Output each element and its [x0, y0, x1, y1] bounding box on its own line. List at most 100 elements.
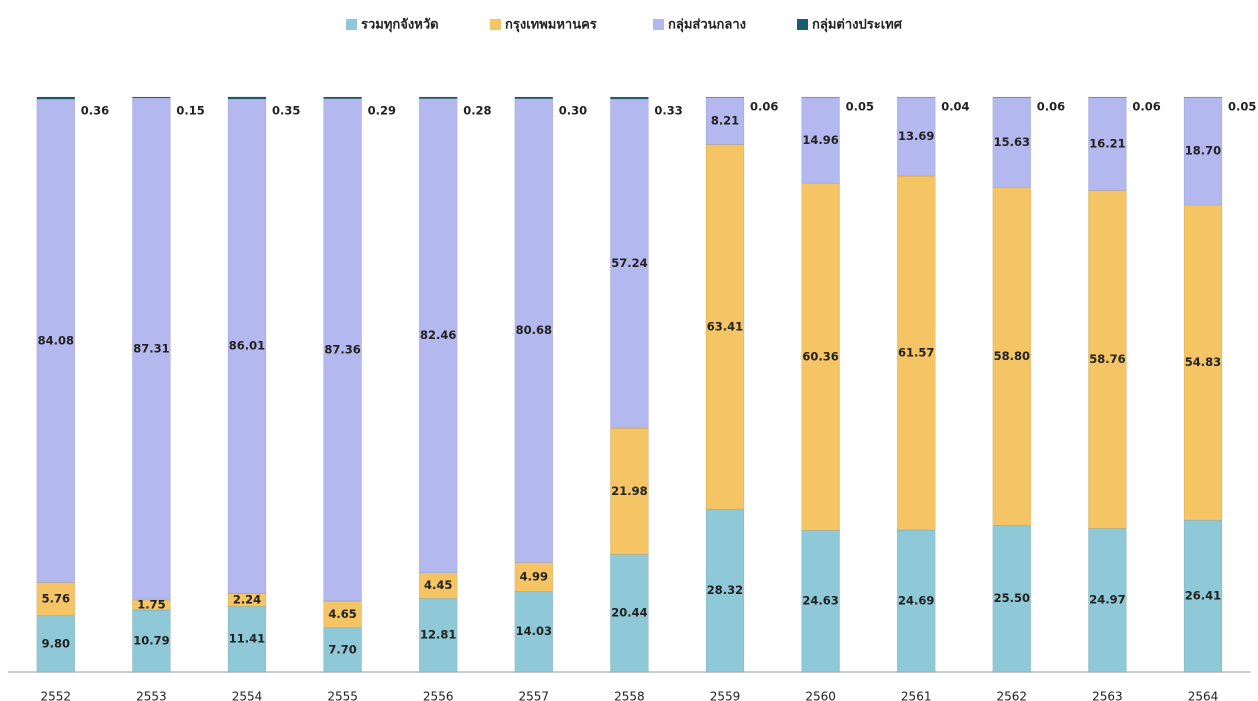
x-tick-label: 2553 [136, 690, 167, 701]
bar-segment [801, 97, 840, 184]
data-label: 2.24 [233, 592, 261, 606]
x-tick-label: 2556 [423, 690, 454, 701]
data-label: 54.83 [1185, 355, 1221, 369]
bar-segment [227, 96, 267, 100]
data-label: 10.79 [133, 633, 169, 647]
data-label: 0.06 [750, 100, 778, 114]
x-tick-label: 2564 [1188, 690, 1219, 701]
data-label: 1.75 [137, 597, 165, 611]
data-label: 0.33 [654, 104, 682, 118]
bar-segment [36, 98, 76, 583]
data-label: 0.28 [463, 104, 491, 118]
data-label: 58.76 [1089, 352, 1125, 366]
bar-segment [227, 98, 267, 594]
bar-segment [323, 96, 362, 99]
bar-segment [132, 609, 171, 673]
legend-swatch [346, 19, 357, 30]
data-label: 4.45 [424, 578, 452, 592]
data-label: 0.04 [941, 100, 969, 114]
legend-label: รวมทุกจังหวัด [361, 18, 439, 33]
bar-segment [610, 98, 649, 429]
bar-segment [1088, 190, 1127, 529]
data-label: 87.31 [133, 341, 169, 355]
bar-segment [323, 98, 362, 602]
data-label: 20.44 [611, 606, 647, 620]
bar-segment [1183, 97, 1223, 206]
bar-segment [36, 615, 76, 673]
bar-segment [418, 98, 458, 574]
data-label: 24.97 [1089, 593, 1125, 607]
data-label: 18.70 [1185, 144, 1221, 158]
data-label: 28.32 [707, 583, 743, 597]
bar-segment [1183, 204, 1223, 521]
x-tick-label: 2557 [519, 690, 550, 701]
x-tick-label: 2563 [1092, 690, 1123, 701]
bar-segment [801, 530, 840, 673]
data-label: 0.06 [1132, 100, 1160, 114]
data-label: 84.08 [38, 333, 74, 347]
data-label: 0.30 [559, 104, 587, 118]
data-label: 0.29 [368, 104, 396, 118]
data-label: 58.80 [994, 349, 1030, 363]
legend-swatch [797, 19, 808, 30]
bar-segment [610, 554, 649, 673]
data-label: 7.70 [328, 642, 356, 656]
bar-segment [132, 97, 171, 601]
data-label: 21.98 [611, 484, 647, 498]
bar-segment [323, 627, 362, 673]
legend-swatch [490, 19, 501, 30]
legend-swatch [653, 19, 664, 30]
bar-segment [705, 97, 745, 145]
bar-segment [1183, 519, 1223, 673]
bar-segment [418, 572, 458, 599]
bar-segment [1088, 528, 1127, 673]
data-label: 86.01 [229, 339, 265, 353]
bar-segment [514, 562, 554, 592]
bar-segment [418, 96, 458, 99]
data-label: 8.21 [711, 113, 739, 127]
data-label: 16.21 [1089, 136, 1125, 150]
bar-segment [992, 187, 1032, 526]
legend-label: กรุงเทพมหานคร [505, 18, 597, 33]
data-label: 87.36 [324, 342, 360, 356]
bar-segment [896, 97, 936, 177]
data-label: 61.57 [898, 346, 934, 360]
data-label: 0.15 [176, 104, 204, 118]
bar-segment [418, 598, 458, 673]
data-label: 82.46 [420, 328, 456, 342]
bar-segment [705, 144, 745, 510]
bar-segment [514, 98, 554, 563]
bar-segment [227, 606, 267, 673]
data-label: 26.41 [1185, 589, 1221, 603]
bar-segment [514, 591, 554, 673]
bar-segment [1088, 97, 1127, 191]
bar-segment [36, 582, 76, 616]
data-label: 80.68 [516, 323, 552, 337]
x-tick-label: 2562 [997, 690, 1028, 701]
data-label: 13.69 [898, 129, 934, 143]
data-label: 0.35 [272, 103, 300, 117]
x-tick-label: 2560 [805, 690, 836, 701]
data-label: 14.96 [802, 133, 838, 147]
x-tick-label: 2559 [710, 690, 741, 701]
data-label: 63.41 [707, 319, 743, 333]
bar-segment [36, 96, 76, 100]
bar-segment [992, 97, 1032, 188]
data-label: 4.65 [328, 607, 356, 621]
bar-segment [132, 96, 171, 99]
data-label: 11.41 [229, 632, 265, 646]
data-label: 15.63 [994, 135, 1030, 149]
data-label: 12.81 [420, 628, 456, 642]
x-tick-label: 2554 [232, 690, 263, 701]
bar-segment [610, 427, 649, 555]
data-label: 24.69 [898, 594, 934, 608]
legend-label: กลุ่มต่างประเทศ [812, 18, 903, 33]
bar-segment [610, 96, 649, 100]
data-label: 5.76 [42, 592, 70, 606]
x-tick-label: 2561 [901, 690, 932, 701]
bar-segment [801, 183, 840, 531]
data-label: 4.99 [520, 569, 548, 583]
x-tick-label: 2558 [614, 690, 645, 701]
bar-segment [705, 508, 745, 673]
